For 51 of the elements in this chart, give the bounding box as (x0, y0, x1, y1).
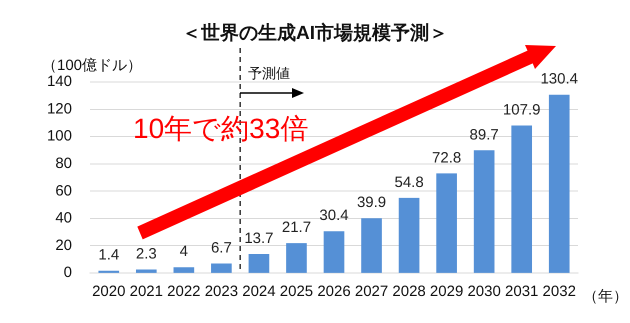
ref-line-label: 予測値 (248, 65, 290, 83)
x-tick-label: 2020 (92, 283, 126, 300)
data-label: 30.4 (319, 207, 349, 224)
bar (398, 198, 420, 273)
annotation: 10年で約33倍 (133, 112, 308, 146)
bar (511, 125, 532, 273)
data-label: 21.7 (282, 219, 312, 236)
x-tick-label: 2023 (204, 283, 238, 300)
x-tick-label: 2026 (317, 283, 351, 300)
bar (174, 267, 194, 273)
x-tick-label: 2032 (542, 283, 576, 300)
y-tick-label: 140 (46, 73, 72, 90)
bar (324, 231, 344, 273)
y-tick-label: 0 (64, 264, 72, 282)
data-label: 39.9 (356, 194, 386, 212)
x-tick-label: 2028 (392, 283, 426, 300)
x-tick-label: 2030 (467, 283, 501, 300)
bar (436, 173, 457, 273)
data-label: 130.4 (540, 70, 578, 88)
y-tick-label: 60 (55, 182, 72, 200)
x-tick-label: 2031 (505, 283, 538, 300)
chart-title: ＜世界の生成AI市場規模予測＞ (181, 22, 449, 46)
data-label: 89.7 (470, 126, 499, 144)
y-tick-label: 40 (55, 210, 72, 227)
data-label: 107.9 (502, 101, 540, 118)
y-tick-label: 100 (46, 128, 72, 145)
bar (248, 254, 270, 273)
x-tick-label: 2029 (430, 283, 464, 300)
y-tick-label: 80 (55, 155, 72, 172)
bar (361, 218, 382, 273)
data-label: 4 (180, 243, 188, 260)
data-label: 13.7 (244, 230, 274, 247)
x-tick-label: 2021 (130, 283, 163, 300)
data-label: 54.8 (394, 174, 424, 191)
bar (474, 150, 494, 273)
x-tick-label: 2027 (354, 283, 388, 300)
x-tick-label: 2024 (242, 283, 276, 300)
bar (211, 264, 232, 273)
y-axis-title: （100億ドル） (42, 56, 142, 75)
bar (548, 94, 570, 273)
data-label: 2.3 (136, 246, 157, 263)
data-label: 6.7 (210, 240, 232, 256)
bar (286, 243, 307, 273)
x-axis-title: （年） (583, 287, 628, 306)
data-label: 1.4 (98, 246, 120, 264)
data-label: 72.8 (432, 149, 462, 166)
x-tick-label: 2025 (280, 283, 314, 300)
y-tick-label: 120 (46, 100, 72, 118)
y-tick-label: 20 (55, 236, 72, 254)
x-tick-label: 2022 (167, 283, 201, 300)
bar (136, 270, 157, 273)
